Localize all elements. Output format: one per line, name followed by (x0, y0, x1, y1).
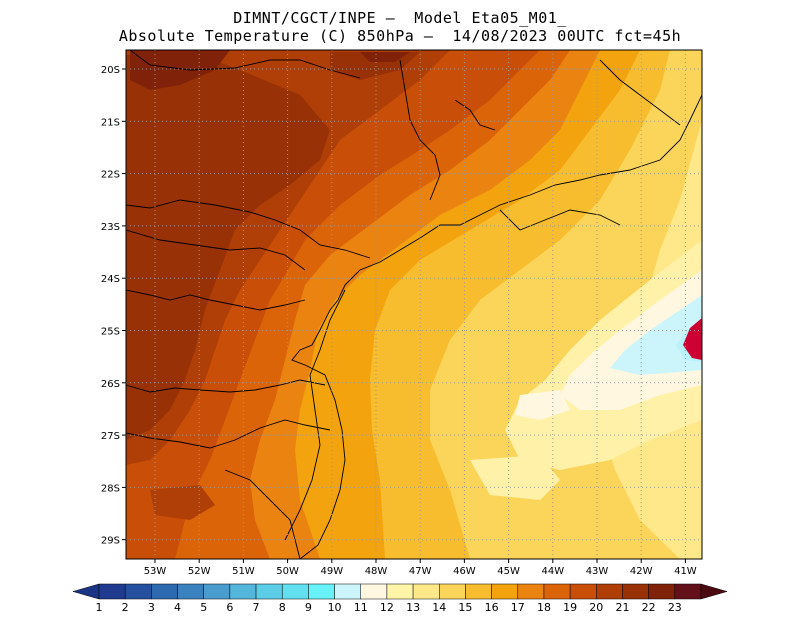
temperature-band-magenta (683, 318, 702, 360)
colorbar-label: 14 (432, 601, 446, 614)
coastline-and-borders (126, 50, 702, 559)
temperature-band-t22 (130, 50, 230, 90)
colorbar-label: 22 (642, 601, 656, 614)
colorbar-segment (648, 583, 676, 600)
colorbar-label: 16 (485, 601, 499, 614)
latitude-label: 28S (101, 483, 120, 494)
temperature-band-t12 (470, 455, 560, 500)
latitude-label: 23S (101, 222, 120, 233)
colorbar-label: 23 (668, 601, 682, 614)
graticule (126, 50, 702, 559)
colorbar-segment (569, 583, 597, 600)
colorbar-segment (98, 583, 126, 600)
map-subtitle: Absolute Temperature (C) 850hPa – 14/08/… (118, 27, 682, 45)
colorbar-label: 10 (328, 601, 342, 614)
map-frame (125, 49, 703, 560)
latitude-label: 29S (101, 536, 120, 547)
longitude-label: 48W (365, 566, 388, 577)
longitude-label: 49W (320, 566, 343, 577)
temperature-band-t20 (150, 485, 215, 520)
colorbar-segment (308, 583, 335, 600)
colorbar-label: 21 (615, 601, 629, 614)
temperature-band-t21 (126, 55, 330, 440)
latitude-label: 21S (101, 117, 120, 128)
latitude-label: 22S (101, 170, 120, 181)
temperature-band-t11 (560, 270, 702, 410)
longitude-label: 41W (674, 566, 697, 577)
colorbar-segment (255, 583, 283, 600)
colorbar-label: 6 (226, 601, 233, 614)
colorbar-segment (360, 583, 388, 600)
longitude-label: 45W (497, 566, 520, 577)
longitude-label: 51W (232, 566, 255, 577)
colorbar-label: 12 (380, 601, 394, 614)
colorbar-segment (124, 583, 152, 600)
temperature-band-t11 (515, 390, 570, 420)
colorbar-label: 18 (537, 601, 551, 614)
temperature-band-t10 (610, 295, 702, 375)
colorbar-label: 4 (174, 601, 181, 614)
temperature-band-t22 (360, 52, 410, 62)
longitude-label: 50W (276, 566, 299, 577)
colorbar-label: 13 (406, 601, 420, 614)
colorbar-right-arrow (700, 583, 728, 600)
colorbar-label: 3 (148, 601, 155, 614)
colorbar-segment (517, 583, 545, 600)
axis-ticks: 20S 21S 22S 23S 24S 25S 26S 27S 28S 29S 53W 52W 51W 5… (101, 65, 697, 577)
colorbar-segment (465, 583, 492, 600)
map-title: DIMNT/CGCT/INPE – Model Eta05_M01_ (233, 9, 567, 27)
colorbar-segment (229, 583, 257, 600)
colorbar-segment (491, 583, 519, 600)
colorbar-label: 1 (96, 601, 103, 614)
longitude-label: 42W (630, 566, 653, 577)
latitude-label: 20S (101, 65, 120, 76)
latitude-label: 24S (101, 274, 120, 285)
latitude-label: 26S (101, 379, 120, 390)
colorbar-label: 9 (305, 601, 312, 614)
longitude-label: 47W (409, 566, 432, 577)
colorbar-segment (622, 583, 649, 600)
latitude-label: 27S (101, 431, 120, 442)
colorbar-segment (674, 583, 702, 600)
latitude-label: 25S (101, 327, 120, 338)
longitude-label: 53W (144, 566, 167, 577)
longitude-label: 46W (453, 566, 476, 577)
longitude-label: 52W (188, 566, 211, 577)
colorbar-label: 19 (563, 601, 577, 614)
colorbar-label: 5 (200, 601, 207, 614)
colorbar-segment (543, 583, 571, 600)
colorbar-label: 17 (511, 601, 525, 614)
colorbar-segment (281, 583, 309, 600)
colorbar-segment (596, 583, 623, 600)
colorbar-segment (412, 583, 440, 600)
colorbar-segment (203, 583, 231, 600)
colorbar-left-arrow (72, 583, 100, 600)
colorbar-segment (386, 583, 414, 600)
colorbar-segment (334, 583, 361, 600)
longitude-label: 43W (586, 566, 609, 577)
colorbar-label: 8 (279, 601, 286, 614)
colorbar: 1 2 3 4 5 6 7 8 9 10 11 12 13 14 15 16 17 18 19 20 21 22 23 (72, 583, 728, 614)
colorbar-label: 20 (589, 601, 603, 614)
longitude-label: 44W (541, 566, 564, 577)
temperature-field (126, 50, 702, 559)
colorbar-segment (439, 583, 466, 600)
colorbar-label: 15 (458, 601, 472, 614)
colorbar-segment (177, 583, 204, 600)
colorbar-label: 2 (122, 601, 129, 614)
colorbar-segment (151, 583, 178, 600)
colorbar-label: 7 (253, 601, 260, 614)
colorbar-label: 11 (354, 601, 368, 614)
